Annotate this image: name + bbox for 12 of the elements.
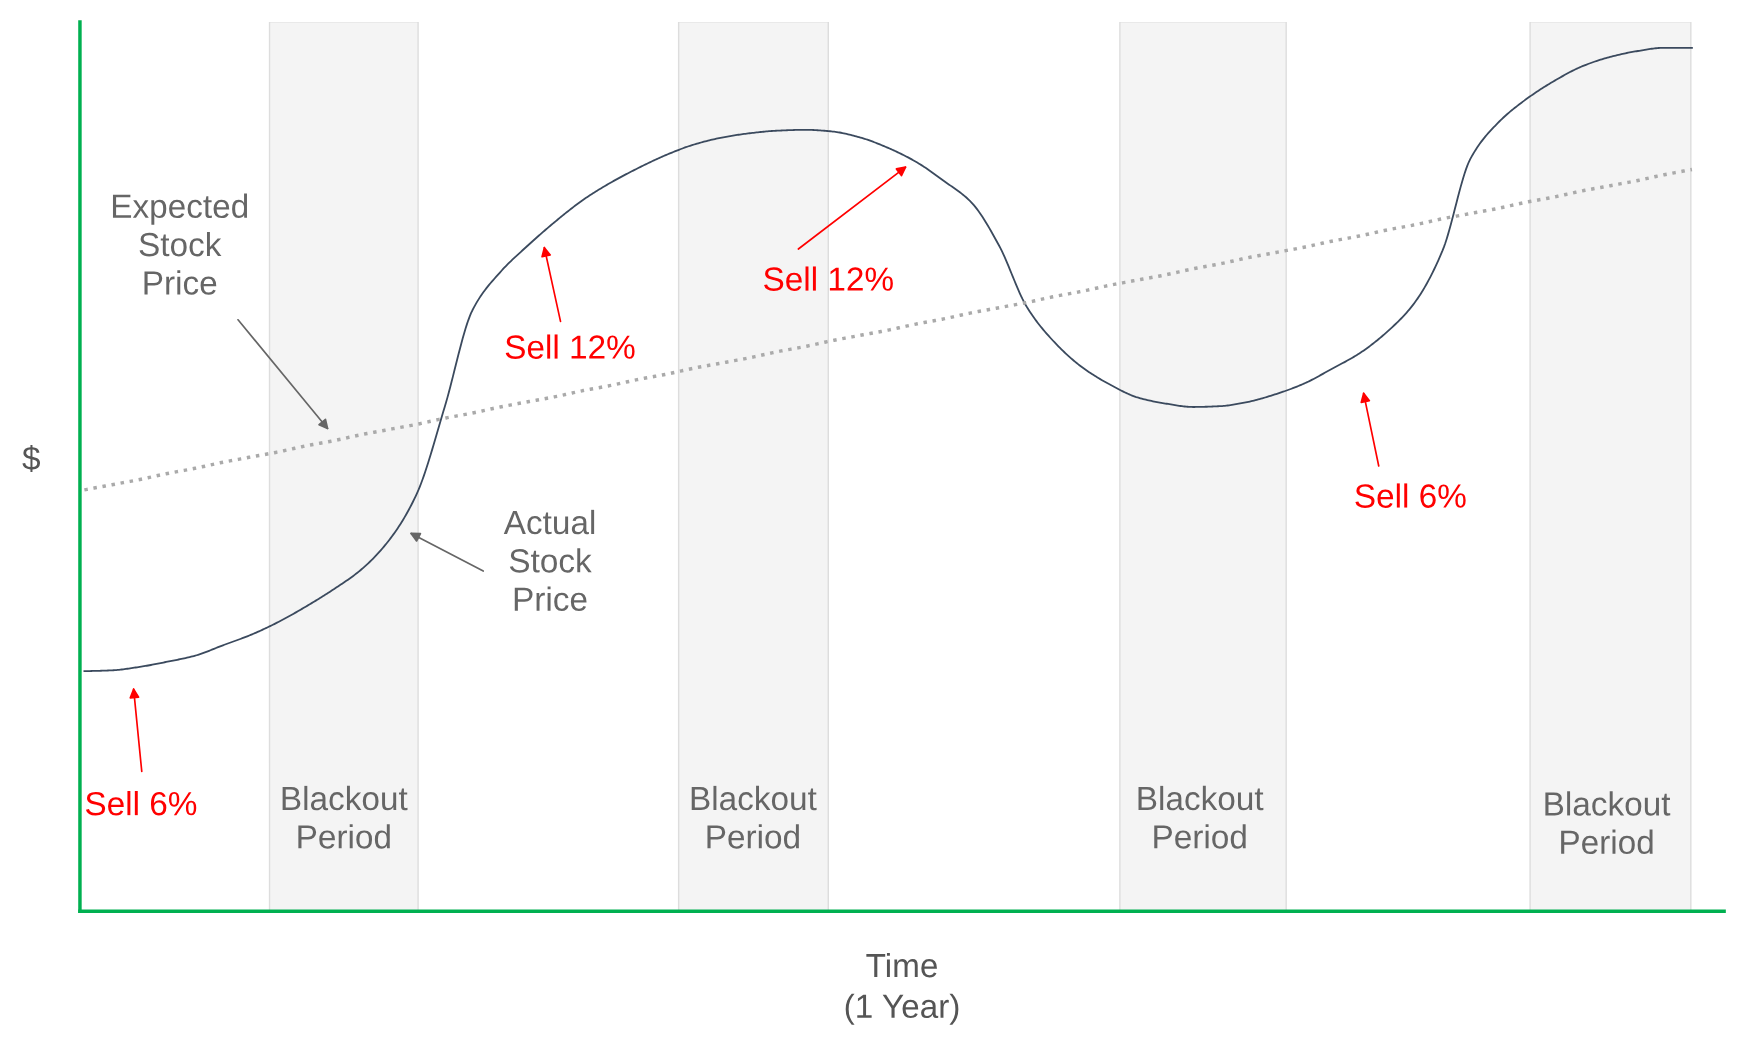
annotation: Expected Stock Price bbox=[112, 193, 248, 295]
annotation: Sell 6% bbox=[1355, 483, 1466, 508]
annotation: Blackout Period bbox=[282, 785, 408, 849]
annotation: Sell 12% bbox=[505, 334, 635, 359]
annotation: Blackout Period bbox=[691, 785, 817, 849]
annotation: Sell 6% bbox=[85, 791, 197, 816]
annotation: Blackout Period bbox=[1545, 791, 1671, 855]
annotation: Sell 12% bbox=[764, 266, 893, 291]
annotation: Actual Stock Price bbox=[503, 509, 595, 611]
y-axis-title: $ bbox=[22, 445, 41, 473]
x-axis-title: Time (1 Year) bbox=[845, 952, 959, 1025]
annotation: Blackout Period bbox=[1138, 785, 1264, 849]
